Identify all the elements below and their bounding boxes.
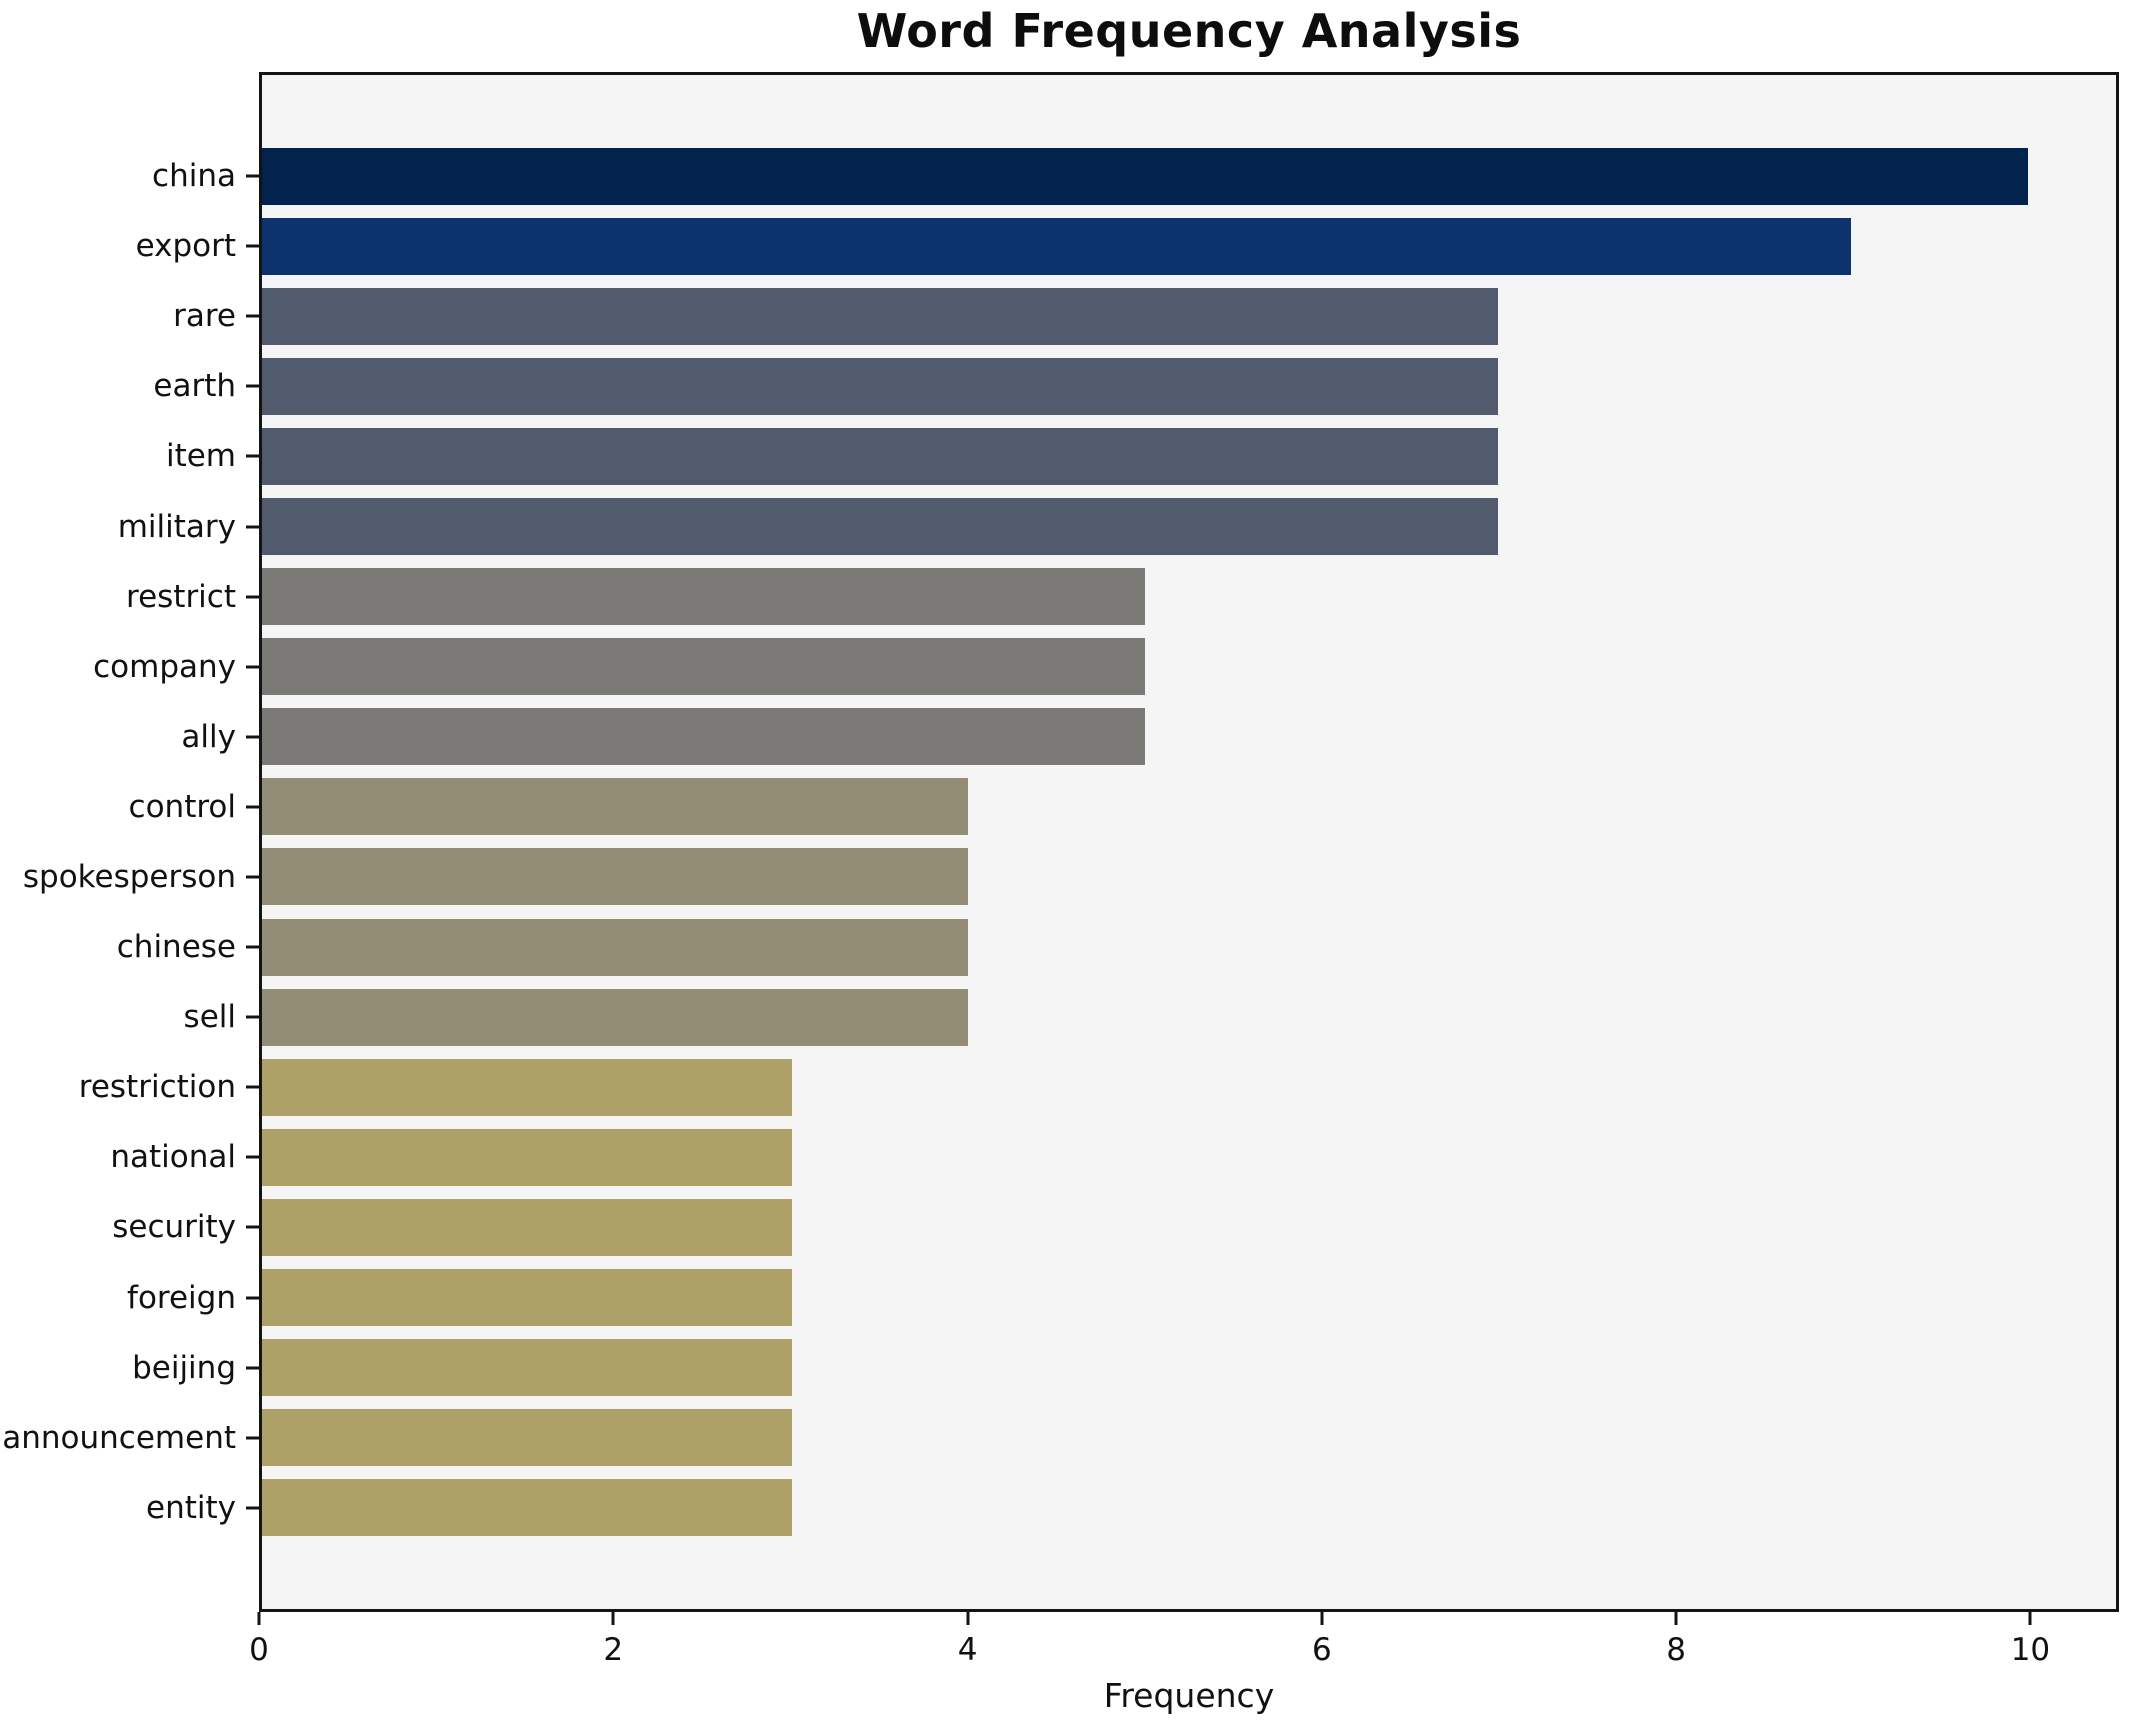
bar — [262, 427, 1498, 485]
x-tick-mark — [1320, 1612, 1324, 1625]
bar-row: control — [129, 772, 2116, 842]
chart-title: Word Frequency Analysis — [856, 4, 1522, 58]
bar — [262, 638, 1145, 696]
bar — [262, 1128, 792, 1186]
x-tick-label: 0 — [249, 1632, 269, 1668]
bar-row: restrict — [126, 562, 2116, 632]
y-tick-label: control — [128, 788, 236, 825]
y-tick-mark — [246, 595, 259, 599]
y-tick-mark — [246, 1506, 259, 1510]
y-tick-label: national — [110, 1139, 236, 1176]
y-tick-mark — [246, 174, 259, 178]
y-tick-mark — [246, 314, 259, 318]
bar — [262, 217, 1852, 275]
bar-row: rare — [173, 281, 2116, 351]
y-tick-mark — [246, 1366, 259, 1370]
x-tick-label: 6 — [1311, 1632, 1332, 1668]
y-tick-label: sell — [183, 999, 236, 1036]
bar — [262, 1479, 792, 1537]
x-tick-label: 4 — [957, 1632, 978, 1668]
bar — [262, 1339, 792, 1397]
y-tick-mark — [246, 1155, 259, 1159]
y-tick-label: entity — [146, 1489, 236, 1526]
bar — [262, 147, 2028, 205]
y-tick-mark — [246, 665, 259, 669]
y-tick-label: chinese — [116, 929, 236, 966]
y-tick-mark — [246, 1015, 259, 1019]
bar-row: china — [152, 141, 2116, 211]
bar-row: sell — [184, 982, 2116, 1052]
bar — [262, 848, 969, 906]
y-tick-label: restriction — [78, 1069, 236, 1106]
x-axis-label: Frequency — [1103, 1676, 1275, 1715]
y-tick-label: earth — [153, 368, 236, 405]
bar-row: security — [112, 1192, 2116, 1262]
y-tick-mark — [246, 1436, 259, 1440]
bar-row: restriction — [79, 1052, 2116, 1122]
y-tick-label: company — [93, 648, 236, 685]
x-tick-label: 8 — [1666, 1632, 1687, 1668]
bar — [262, 1409, 792, 1467]
bar — [262, 1058, 792, 1116]
plot-area: china export rare earth item military restrict… — [2, 72, 2119, 1612]
x-tick-mark — [966, 1612, 970, 1625]
bar-row: spokesperson — [23, 842, 2116, 912]
bar — [262, 1198, 792, 1256]
x-tick-mark — [611, 1612, 615, 1625]
bar-row: beijing — [132, 1333, 2116, 1403]
bar-row: ally — [181, 702, 2116, 772]
y-tick-mark — [246, 875, 259, 879]
bar-row: announcement — [2, 1403, 2116, 1473]
bar-row: entity — [146, 1473, 2116, 1543]
y-tick-label: rare — [173, 298, 236, 335]
y-tick-mark — [246, 454, 259, 458]
bar — [262, 287, 1498, 345]
y-tick-mark — [246, 244, 259, 248]
bar-row: national — [110, 1122, 2116, 1192]
y-tick-mark — [246, 945, 259, 949]
bar — [262, 357, 1498, 415]
y-tick-label: security — [112, 1209, 236, 1246]
bar — [262, 778, 969, 836]
y-tick-mark — [246, 525, 259, 529]
bar-row: company — [93, 632, 2116, 702]
y-tick-label: spokesperson — [22, 858, 236, 895]
y-tick-mark — [246, 1225, 259, 1229]
bar-row: military — [118, 491, 2116, 561]
y-tick-label: restrict — [126, 578, 236, 615]
x-tick-mark — [2028, 1612, 2032, 1625]
y-tick-label: military — [117, 508, 236, 545]
bar — [262, 988, 969, 1046]
y-tick-mark — [246, 805, 259, 809]
bar — [262, 498, 1498, 556]
bar — [262, 708, 1145, 766]
y-tick-label: export — [135, 228, 236, 265]
bar-row: foreign — [127, 1263, 2116, 1333]
bar-row: item — [166, 421, 2116, 491]
x-tick-mark — [257, 1612, 261, 1625]
y-tick-label: announcement — [2, 1419, 236, 1456]
bar-row: earth — [153, 351, 2116, 421]
y-tick-mark — [246, 735, 259, 739]
bar — [262, 1269, 792, 1327]
bar-rows-container: china export rare earth item military restrict… — [2, 75, 2116, 1609]
y-tick-mark — [246, 1296, 259, 1300]
bar-row: export — [136, 211, 2116, 281]
x-tick-label: 10 — [2010, 1632, 2051, 1668]
x-tick-mark — [1674, 1612, 1678, 1625]
y-tick-label: foreign — [127, 1279, 236, 1316]
x-tick-label: 2 — [603, 1632, 624, 1668]
y-tick-mark — [246, 384, 259, 388]
y-tick-mark — [246, 1085, 259, 1089]
y-tick-label: china — [152, 158, 236, 195]
y-tick-label: beijing — [132, 1349, 236, 1386]
y-tick-label: item — [165, 438, 236, 475]
bar-row: chinese — [117, 912, 2116, 982]
bar — [262, 568, 1145, 626]
y-tick-label: ally — [181, 718, 236, 755]
bar — [262, 918, 969, 976]
